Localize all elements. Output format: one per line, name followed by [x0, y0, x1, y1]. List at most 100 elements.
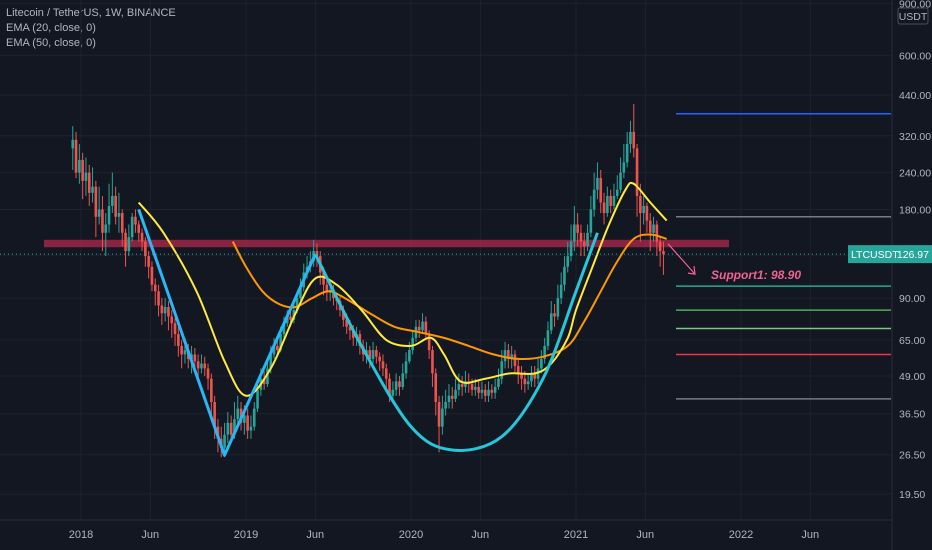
resistance-zone-rect: [44, 239, 729, 248]
candle-body-61: [272, 345, 276, 355]
candlestick-series: [71, 104, 665, 458]
candle-body-174: [645, 205, 649, 221]
candle-body-24: [150, 266, 154, 285]
candle-body-15: [120, 213, 124, 233]
candle-body-178: [658, 241, 662, 252]
candle-body-56: [256, 389, 259, 409]
candle-body-90: [368, 350, 372, 359]
candle-body-48: [229, 422, 233, 435]
candle-body-127: [490, 389, 494, 393]
candle-body-19: [134, 216, 137, 225]
candle-body-29: [167, 307, 170, 317]
candle-body-49: [233, 419, 236, 435]
candle-body-10: [104, 224, 108, 233]
candle-body-32: [177, 334, 180, 346]
candle-body-132: [507, 350, 510, 359]
candle-body-142: [540, 358, 543, 369]
candle-body-96: [388, 378, 391, 396]
price-tick-label-7: 90.00: [899, 293, 925, 305]
price-tick-label-1: 600.00: [899, 50, 931, 62]
candle-body-7: [94, 186, 98, 217]
candle-body-40: [203, 363, 207, 369]
candle-body-103: [411, 337, 414, 351]
candle-body-92: [375, 350, 378, 357]
time-tick-label-3: Jun: [306, 529, 324, 541]
candle-body-129: [497, 378, 500, 387]
candle-body-145: [549, 313, 553, 331]
price-tick-label-9: 49.00: [899, 371, 925, 383]
candle-body-6: [91, 186, 94, 193]
last-price-symbol: LTCUSDT: [851, 249, 899, 261]
candle-body-46: [223, 434, 226, 448]
candle-body-137: [523, 378, 527, 385]
candle-body-27: [160, 305, 164, 314]
candle-body-82: [342, 310, 345, 320]
candle-body-122: [474, 386, 477, 390]
candle-body-171: [635, 148, 639, 196]
candle-body-11: [107, 205, 111, 225]
candle-body-64: [282, 323, 286, 335]
currency-badge: USDT: [899, 11, 928, 23]
candle-body-99: [398, 381, 401, 387]
price-tick-label-0: 900.00: [899, 0, 931, 10]
candle-body-30: [170, 316, 174, 324]
candle-body-101: [404, 361, 408, 374]
time-tick-label-5: Jun: [471, 529, 489, 541]
candle-body-5: [87, 172, 91, 193]
last-price-tag-bg: [848, 245, 932, 264]
candle-body-167: [622, 162, 626, 173]
candle-body-83: [345, 319, 348, 327]
candle-body-126: [487, 389, 490, 396]
candle-body-63: [279, 334, 282, 351]
candle-body-91: [371, 350, 375, 359]
candle-body-173: [642, 205, 645, 214]
candle-body-175: [648, 220, 652, 233]
candle-body-156: [586, 232, 589, 247]
candle-body-146: [553, 313, 556, 317]
candle-body-107: [424, 321, 428, 335]
candle-body-17: [127, 237, 131, 252]
price-axis: 900.00 600.00 440.00 320.00 240.00 180.00 126.…: [848, 0, 932, 550]
candle-body-125: [483, 389, 487, 396]
candle-body-21: [140, 232, 144, 242]
candle-body-31: [173, 323, 177, 335]
candle-body-151: [569, 241, 573, 257]
candle-body-62: [276, 345, 279, 351]
candle-body-114: [447, 395, 451, 403]
candle-body-26: [157, 291, 160, 306]
candle-body-66: [289, 316, 292, 320]
candle-body-94: [381, 361, 385, 369]
candle-body-136: [520, 373, 523, 379]
candle-body-158: [592, 189, 596, 210]
candle-body-131: [503, 350, 507, 362]
candle-body-12: [111, 195, 114, 206]
pattern-drawings: [137, 208, 599, 457]
candle-body-38: [196, 361, 200, 369]
time-axis: 2018 Jun 2019 Jun 2020 Jun 2021 Jun 2022 Jun: [0, 519, 892, 541]
candle-body-37: [193, 354, 197, 362]
support-arrow-line: [667, 243, 696, 275]
candle-body-1: [74, 139, 78, 173]
candle-body-150: [566, 256, 570, 267]
candle-body-149: [563, 266, 566, 285]
price-tick-label-10: 36.50: [899, 409, 925, 421]
candle-body-168: [625, 144, 629, 163]
candle-body-9: [101, 209, 104, 233]
ema20-legend: EMA (20, close, 0): [6, 22, 96, 34]
candle-body-68: [295, 298, 299, 311]
candle-body-39: [200, 363, 203, 369]
candle-body-117: [457, 384, 461, 390]
candle-body-54: [249, 426, 253, 431]
candle-body-74: [315, 251, 319, 257]
candle-body-41: [206, 368, 210, 379]
candle-body-155: [582, 241, 586, 247]
candle-body-163: [609, 195, 612, 206]
candle-body-112: [441, 408, 444, 427]
horizontal-levels: [676, 113, 891, 400]
candle-body-14: [117, 213, 121, 217]
time-tick-label-2: 2019: [234, 529, 258, 541]
candle-body-147: [556, 298, 560, 317]
candle-body-65: [285, 316, 289, 324]
time-tick-label-8: 2022: [729, 529, 753, 541]
